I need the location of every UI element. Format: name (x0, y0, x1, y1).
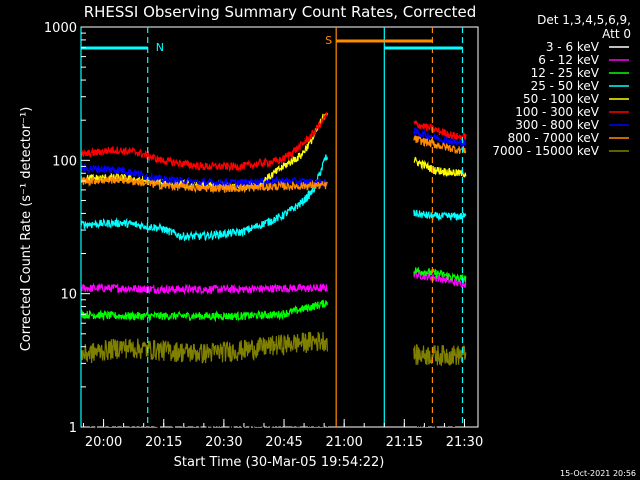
series-line-4-seg-1 (413, 156, 467, 178)
y-tick-label-0: 1 (69, 421, 77, 436)
legend-label-7: 800 - 7000 keV (508, 131, 600, 145)
y-axis-label: Corrected Count Rate (s⁻¹ detector⁻¹) (19, 107, 34, 352)
series-line-7-seg-0 (80, 173, 328, 194)
legend-label-0: 3 - 6 keV (546, 40, 600, 54)
series-line-0-seg-0 (80, 371, 328, 430)
annotation-n: N (156, 41, 164, 54)
legend-label-5: 100 - 300 keV (515, 105, 599, 119)
x-tick-label-2: 20:30 (205, 435, 242, 450)
series-line-5-seg-1 (413, 120, 467, 142)
legend-label-1: 6 - 12 keV (538, 53, 600, 67)
series-line-5-seg-0 (80, 111, 328, 173)
x-tick-label-6: 21:30 (446, 435, 483, 450)
series-line-1-seg-1 (413, 270, 467, 288)
legend-header-line-1: Det 1,3,4,5,6,9, (537, 13, 631, 27)
y-tick-label-3: 1000 (44, 21, 77, 36)
legend-label-4: 50 - 100 keV (523, 92, 600, 106)
series-line-3-seg-0 (80, 154, 328, 242)
series-line-7-seg-1 (413, 135, 467, 154)
series-line-6-seg-0 (80, 162, 328, 189)
series-line-6-seg-1 (413, 127, 467, 148)
x-tick-label-4: 21:00 (325, 435, 362, 450)
series-line-0-seg-1 (413, 374, 467, 428)
series-line-2-seg-1 (413, 266, 467, 283)
legend-label-8: 7000 - 15000 keV (492, 144, 599, 158)
x-tick-label-1: 20:15 (145, 435, 182, 450)
legend-header-line-2: Att 0 (602, 27, 631, 41)
timestamp: 15-Oct-2021 20:56 (560, 469, 636, 478)
chart-title: RHESSI Observing Summary Count Rates, Co… (84, 3, 477, 21)
series-line-8-seg-0 (80, 331, 328, 364)
series-line-8-seg-1 (413, 343, 467, 366)
x-axis-label: Start Time (30-Mar-05 19:54:22) (174, 455, 385, 470)
x-tick-label-3: 20:45 (265, 435, 302, 450)
x-tick-label-0: 20:00 (85, 435, 122, 450)
legend-label-3: 25 - 50 keV (531, 79, 600, 93)
series-line-2-seg-0 (80, 299, 328, 323)
series-line-3-seg-1 (413, 209, 467, 221)
x-tick-label-5: 21:15 (386, 435, 423, 450)
y-tick-label-2: 100 (52, 154, 77, 169)
series-line-1-seg-0 (80, 282, 328, 296)
annotation-s: S (325, 34, 332, 47)
legend-label-2: 12 - 25 keV (531, 66, 600, 80)
y-tick-label-1: 10 (60, 288, 77, 303)
legend-label-6: 300 - 800 keV (515, 118, 599, 132)
